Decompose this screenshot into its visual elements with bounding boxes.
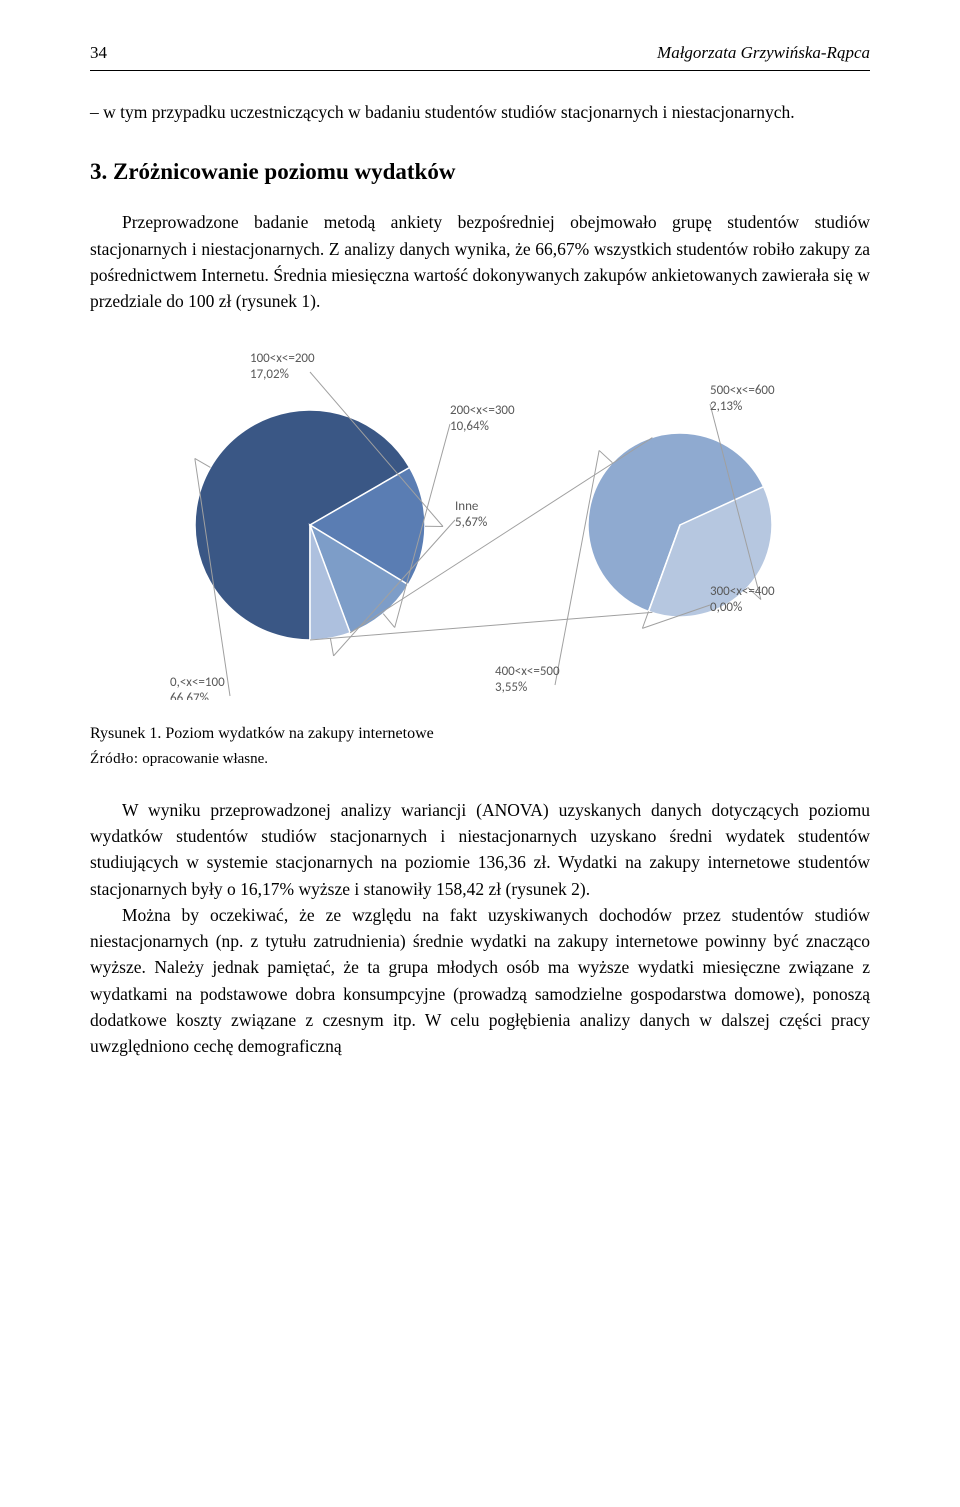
source-label: Źródło: bbox=[90, 751, 139, 767]
svg-text:100<x<=200: 100<x<=200 bbox=[250, 351, 315, 366]
svg-text:66,67%: 66,67% bbox=[170, 691, 209, 700]
svg-text:300<x<=400: 300<x<=400 bbox=[710, 584, 775, 599]
svg-text:10,64%: 10,64% bbox=[450, 419, 489, 434]
svg-text:2,13%: 2,13% bbox=[710, 399, 742, 414]
source-text: opracowanie własne. bbox=[142, 751, 268, 767]
svg-text:17,02%: 17,02% bbox=[250, 367, 289, 382]
figure-1: 0,<x<=10066,67% 100<x<=20017,02% 200<x<=30… bbox=[90, 340, 870, 771]
svg-text:5,67%: 5,67% bbox=[455, 515, 487, 530]
pie-of-pie-chart: 0,<x<=10066,67% 100<x<=20017,02% 200<x<=30… bbox=[115, 340, 845, 700]
svg-text:500<x<=600: 500<x<=600 bbox=[710, 383, 775, 398]
page-header: 34 Małgorzata Grzywińska-Rąpca bbox=[90, 40, 870, 71]
intro-paragraph: – w tym przypadku uczestniczących w bada… bbox=[90, 99, 870, 125]
figure-caption: Rysunek 1. Poziom wydatków na zakupy int… bbox=[90, 722, 870, 746]
header-author: Małgorzata Grzywińska-Rąpca bbox=[657, 40, 870, 66]
svg-text:Inne: Inne bbox=[455, 499, 478, 514]
svg-text:0,<x<=100: 0,<x<=100 bbox=[170, 675, 225, 690]
body-text-block-2: Przeprowadzone badanie metodą ankiety be… bbox=[90, 209, 870, 314]
para-after-2: Można by oczekiwać, że ze względu na fak… bbox=[90, 902, 870, 1060]
section-paragraph: Przeprowadzone badanie metodą ankiety be… bbox=[90, 209, 870, 314]
body-text-block-1: – w tym przypadku uczestniczących w bada… bbox=[90, 99, 870, 125]
svg-text:200<x<=300: 200<x<=300 bbox=[450, 403, 515, 418]
para-after-1: W wyniku przeprowadzonej analizy warianc… bbox=[90, 797, 870, 902]
section-heading: 3. Zróżnicowanie poziomu wydatków bbox=[90, 155, 870, 190]
svg-text:0,00%: 0,00% bbox=[710, 600, 742, 615]
svg-text:400<x<=500: 400<x<=500 bbox=[495, 664, 560, 679]
figure-source: Źródło: opracowanie własne. bbox=[90, 748, 870, 771]
svg-text:3,55%: 3,55% bbox=[495, 680, 527, 695]
page-number: 34 bbox=[90, 40, 107, 66]
body-text-block-3: W wyniku przeprowadzonej analizy warianc… bbox=[90, 797, 870, 1060]
